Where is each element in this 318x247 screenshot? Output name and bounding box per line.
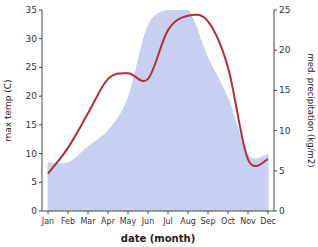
x-tick [68, 211, 69, 214]
y-tick [39, 96, 42, 97]
y-tick [39, 153, 42, 154]
x-tick-label: Oct [221, 217, 235, 226]
y-tick-label: 20 [26, 91, 38, 101]
y-axis-label: max temp (C) [3, 79, 13, 141]
x-tick-label: Mar [80, 217, 96, 226]
y-tick-label: 30 [26, 34, 38, 44]
y-axis-line [42, 10, 43, 211]
x-tick-label: Aug [180, 217, 196, 226]
y2-tick [274, 90, 277, 91]
y2-tick-label: 20 [279, 45, 291, 55]
y2-tick [274, 211, 277, 212]
precip-area [48, 10, 268, 211]
x-tick [148, 211, 149, 214]
x-tick [88, 211, 89, 214]
x-tick [268, 211, 269, 214]
y2-tick [274, 50, 277, 51]
y-tick-label: 35 [26, 5, 37, 15]
y2-tick-label: 15 [279, 85, 290, 95]
chart: 0 5 10 15 20 25 30 35 0 5 10 15 20 25 Jan Feb Mar Apr May J… [0, 0, 318, 247]
x-tick [128, 211, 129, 214]
y-tick [39, 38, 42, 39]
axes: 0 5 10 15 20 25 30 35 0 5 10 15 20 25 Jan Feb Mar Apr May J… [26, 5, 291, 226]
y-tick-label: 15 [26, 120, 37, 130]
y-tick-label: 25 [26, 62, 37, 72]
y2-tick [274, 10, 277, 11]
x-tick [228, 211, 229, 214]
y2-tick-label: 10 [279, 126, 291, 136]
y-tick [39, 124, 42, 125]
temp-line [48, 15, 268, 174]
x-tick-label: Jul [162, 217, 173, 226]
x-tick-label: Apr [101, 217, 116, 226]
y-tick [39, 182, 42, 183]
x-tick-label: Jan [41, 217, 54, 226]
plot-area [48, 10, 268, 211]
x-tick-label: Nov [240, 217, 256, 226]
y-tick [39, 211, 42, 212]
x-tick [208, 211, 209, 214]
y2-tick-label: 5 [279, 166, 285, 176]
x-tick-label: Feb [61, 217, 75, 226]
x-axis-label: date (month) [121, 233, 195, 244]
y-tick-label: 5 [31, 177, 37, 187]
x-tick [188, 211, 189, 214]
y2-axis-label: med. precipitation (kg/m2) [306, 53, 316, 167]
x-tick [48, 211, 49, 214]
y2-tick-label: 25 [279, 5, 290, 15]
y-tick [39, 67, 42, 68]
x-tick-label: Jun [141, 217, 155, 226]
x-tick-label: May [120, 217, 137, 226]
y-tick-label: 10 [26, 149, 38, 159]
x-tick [168, 211, 169, 214]
y2-tick-label: 0 [279, 206, 285, 216]
x-tick-label: Dec [260, 217, 275, 226]
x-axis-line [42, 211, 274, 212]
y2-axis-line [274, 10, 275, 211]
x-tick [248, 211, 249, 214]
y2-tick [274, 130, 277, 131]
y-tick-label: 0 [31, 206, 37, 216]
x-tick [108, 211, 109, 214]
x-tick-label: Sep [200, 217, 215, 226]
y-tick [39, 10, 42, 11]
y2-tick [274, 170, 277, 171]
